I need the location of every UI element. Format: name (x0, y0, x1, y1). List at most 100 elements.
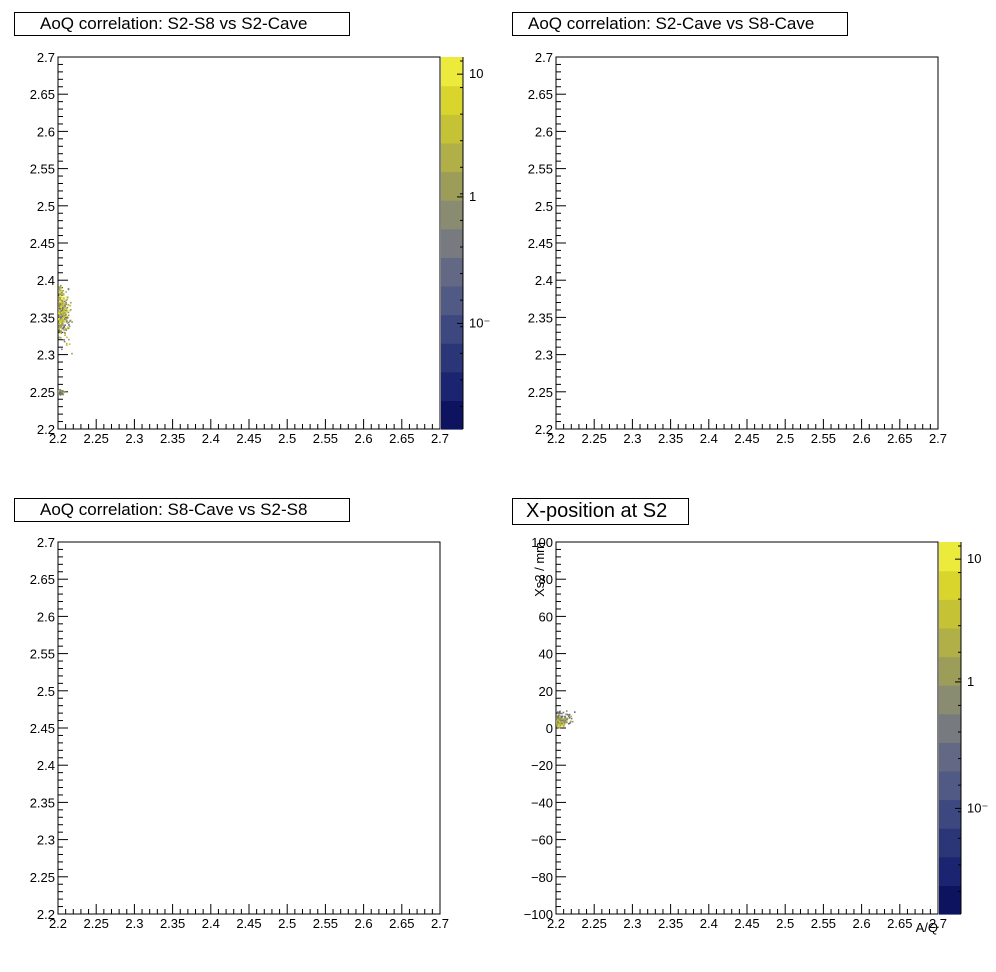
palette-band (939, 723, 961, 734)
data-bin (60, 336, 62, 339)
palette-band (939, 627, 961, 638)
data-bin (559, 717, 562, 720)
x-tick-label: 2.65 (887, 431, 912, 446)
data-cluster-3 (58, 388, 66, 396)
palette-band (441, 352, 463, 363)
palette-band (939, 904, 961, 915)
data-bin (561, 715, 564, 718)
palette-band (939, 885, 961, 896)
x-tick-label: 2.5 (776, 431, 794, 446)
palette-band (939, 666, 961, 677)
plot-frame (555, 56, 939, 430)
x-tick-label: 2.45 (236, 431, 261, 446)
data-bin (61, 306, 63, 309)
palette-band (441, 400, 463, 411)
x-tick-label: 2.4 (700, 431, 718, 446)
data-bin (60, 325, 62, 327)
data-bin (65, 303, 68, 306)
data-bin (59, 320, 62, 323)
data-bin (60, 303, 63, 305)
y-tick-label: −80 (531, 870, 553, 885)
palette-band (441, 257, 463, 268)
data-bin (59, 284, 62, 287)
palette-tick-label: 1 (967, 674, 974, 689)
palette-band (441, 362, 463, 373)
data-bin (64, 332, 67, 335)
data-bin (62, 313, 65, 316)
y-tick-label: 2.5 (37, 684, 55, 699)
palette-band (939, 551, 961, 562)
palette-band (939, 742, 961, 753)
palette-band (441, 57, 463, 68)
palette-band (939, 589, 961, 600)
data-bin (59, 321, 62, 324)
palette-band (441, 381, 463, 392)
palette-band (939, 618, 961, 629)
data-bin (66, 316, 68, 319)
data-bin (66, 315, 68, 318)
palette-tick-label: 10 (967, 551, 981, 566)
data-bin (61, 348, 63, 351)
data-bin (68, 305, 70, 307)
data-cluster-2 (556, 710, 576, 729)
x-tick-label: 2.4 (700, 916, 718, 931)
x-tick-label: 2.45 (734, 431, 759, 446)
data-bin (58, 314, 61, 317)
pad-2: 2.2 2.25 2.3 2.35 2.4 2.45 2.5 2.55 2.6 2.65 2.7 2.… (528, 50, 947, 446)
pad2-title: AoQ correlation: S2-Cave vs S8-Cave (512, 12, 848, 36)
data-bin (566, 718, 568, 721)
data-bin (58, 298, 61, 301)
data-bin (560, 716, 563, 719)
palette-band (441, 114, 463, 125)
data-bin (62, 312, 65, 314)
data-bin (62, 289, 65, 292)
y-tick-label: 2.45 (30, 236, 55, 251)
palette-band (939, 818, 961, 829)
palette-band (441, 104, 463, 115)
data-bin (71, 352, 73, 355)
palette-band (939, 790, 961, 801)
data-bin (61, 313, 64, 316)
x-tick-label: 2.7 (929, 916, 947, 931)
palette-band (441, 276, 463, 287)
data-bin (61, 293, 63, 296)
data-bin (569, 721, 572, 724)
data-bin (59, 295, 61, 297)
data-bin (573, 711, 576, 713)
data-bin (60, 301, 62, 303)
data-bin (61, 324, 64, 326)
palette-band (939, 751, 961, 762)
x-tick-label: 2.35 (658, 916, 683, 931)
data-cluster-2 (58, 286, 73, 355)
data-bin (556, 724, 558, 726)
x-tick-label: 2.2 (547, 431, 565, 446)
x-tick-label: 2.55 (313, 431, 338, 446)
data-bin (62, 327, 64, 330)
pad-1: 2.2 2.25 2.3 2.35 2.4 2.45 2.5 2.55 2.6 2.65 2.7 2.… (30, 50, 491, 446)
y-tick-label: 2.4 (37, 758, 55, 773)
y-tick-label: 2.55 (30, 162, 55, 177)
data-bin (64, 312, 66, 314)
data-bin (569, 715, 572, 718)
data-bin (67, 311, 70, 314)
palette-band (939, 675, 961, 686)
data-bin (68, 325, 71, 328)
data-bin (571, 720, 574, 723)
data-bin (59, 332, 61, 335)
palette-band (939, 713, 961, 724)
data-bin (567, 715, 570, 718)
data-bin (65, 309, 68, 312)
data-bin (67, 321, 70, 324)
palette-band (441, 133, 463, 144)
x-tick-label: 2.7 (431, 431, 449, 446)
data-bin (66, 336, 68, 339)
data-bin (67, 303, 70, 306)
palette-band (441, 209, 463, 220)
y-tick-label: 2.3 (535, 348, 553, 363)
palette-band (441, 419, 463, 430)
data-bin (61, 310, 64, 312)
data-bin (65, 329, 68, 331)
data-bin (59, 291, 62, 293)
y-tick-label: 2.2 (37, 422, 55, 437)
data-bin (59, 290, 61, 293)
